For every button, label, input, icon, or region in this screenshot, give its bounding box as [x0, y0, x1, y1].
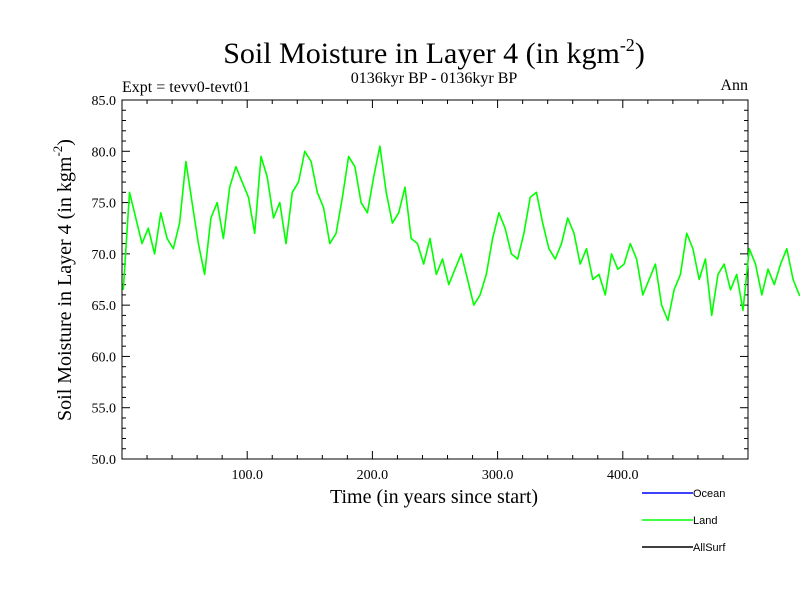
x-tick-label: 300.0: [482, 468, 514, 483]
chart-subtitle: 0136kyr BP - 0136kyr BP: [351, 70, 518, 87]
legend-label-ocean: Ocean: [693, 488, 725, 500]
y-tick-label: 55.0: [92, 402, 117, 417]
x-tick-label: 400.0: [607, 468, 639, 483]
plot-area: 50.0 55.0 60.0 65.0 70.0 75.0 80.0 85.0 100.0 20…: [92, 94, 800, 483]
legend-label-land: Land: [693, 515, 717, 527]
chart-title: Soil Moisture in Layer 4 (in kgm-2): [223, 35, 645, 70]
y-axis: 50.0 55.0 60.0 65.0 70.0 75.0 80.0 85.0: [92, 94, 748, 468]
y-tick-label: 60.0: [92, 350, 117, 365]
y-tick-label: 75.0: [92, 197, 117, 212]
x-axis-label: Time (in years since start): [330, 486, 538, 508]
season-label: Ann: [720, 77, 748, 94]
plot-frame: [121, 99, 749, 460]
legend-label-allsurf: AllSurf: [693, 542, 726, 554]
y-tick-label: 80.0: [92, 145, 117, 160]
y-tick-label: 65.0: [92, 299, 117, 314]
series-layer: [122, 145, 800, 322]
x-tick-label: 100.0: [231, 468, 263, 483]
y-tick-label: 70.0: [92, 248, 117, 263]
x-tick-label: 200.0: [357, 468, 389, 483]
legend: Ocean Land AllSurf: [642, 488, 726, 554]
y-axis-label: Soil Moisture in Layer 4 (in kgm-2): [50, 139, 76, 421]
x-axis: 100.0 200.0 300.0 400.0: [146, 100, 724, 483]
y-tick-label: 85.0: [92, 94, 117, 109]
y-tick-label: 50.0: [92, 453, 117, 468]
experiment-label: Expt = tevv0-tevt01: [122, 79, 250, 96]
series-line-land: [122, 145, 800, 322]
